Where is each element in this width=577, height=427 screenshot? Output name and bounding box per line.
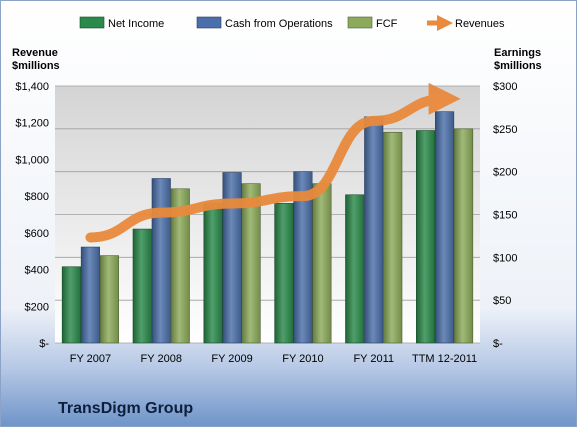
bar-net-income [345,194,365,344]
legend: Net Income Cash from Operations FCF Revenue… [79,14,505,32]
legend-swatch-fcf [347,16,373,29]
right-tick-label: $50 [493,295,511,307]
legend-swatch-net-income [79,16,105,29]
x-tick-label: FY 2008 [141,353,182,365]
bar-fcf [170,188,190,344]
legend-swatch-cash-from-operations [196,16,222,29]
left-tick-label: $1,000 [15,154,49,166]
bar-cash-from-operations [435,111,455,344]
bar-net-income [132,228,152,344]
right-axis-title-line2: $millions [494,60,542,72]
right-tick-label: $- [493,338,503,350]
bar-net-income [203,203,223,344]
right-axis-title-line1: Earnings [494,47,541,59]
bar-fcf [312,183,332,344]
grid [55,85,480,344]
left-tick-label: $1,400 [15,81,49,93]
revenue-line-path [85,82,461,243]
legend-label: Revenues [455,18,505,30]
right-tick-label: $200 [493,167,517,179]
legend-label: Cash from Operations [225,18,333,30]
right-tick-label: $150 [493,210,517,222]
x-tick-label: FY 2011 [353,353,394,365]
bar-net-income [61,266,81,344]
bar-net-income [274,203,294,344]
left-tick-label: $200 [25,301,49,313]
left-axis-title-line1: Revenue [12,47,58,59]
company-name: TransDigm Group [58,400,193,417]
bar-cash-from-operations [222,172,242,344]
x-tick-label: FY 2010 [282,353,323,365]
left-axis-title-line2: $millions [12,60,60,72]
right-tick-label: $100 [493,252,517,264]
right-tick-label: $300 [493,81,517,93]
bar-cash-from-operations [80,246,100,344]
bar-cash-from-operations [364,116,384,344]
bar-net-income [416,130,436,344]
bar-cash-from-operations [151,178,171,344]
legend-label: FCF [376,18,398,30]
legend-label: Net Income [108,18,164,30]
axis-ticks: $- $200 $400 $600 $800 $1,000 $1,200 $1,400 $- $5… [15,81,517,365]
bar-fcf [454,128,474,344]
left-tick-label: $400 [25,265,49,277]
left-tick-label: $800 [25,191,49,203]
revenue-line [85,82,461,243]
left-tick-label: $1,200 [15,118,49,130]
left-tick-label: $- [39,338,49,350]
x-tick-label: FY 2007 [70,353,111,365]
x-tick-label: FY 2009 [211,353,252,365]
x-tick-label: TTM 12-2011 [412,353,477,365]
bar-fcf [241,183,261,344]
bar-cash-from-operations [293,171,313,344]
bar-fcf [99,255,119,344]
bar-fcf [383,131,403,344]
left-tick-label: $600 [25,228,49,240]
right-tick-label: $250 [493,124,517,136]
